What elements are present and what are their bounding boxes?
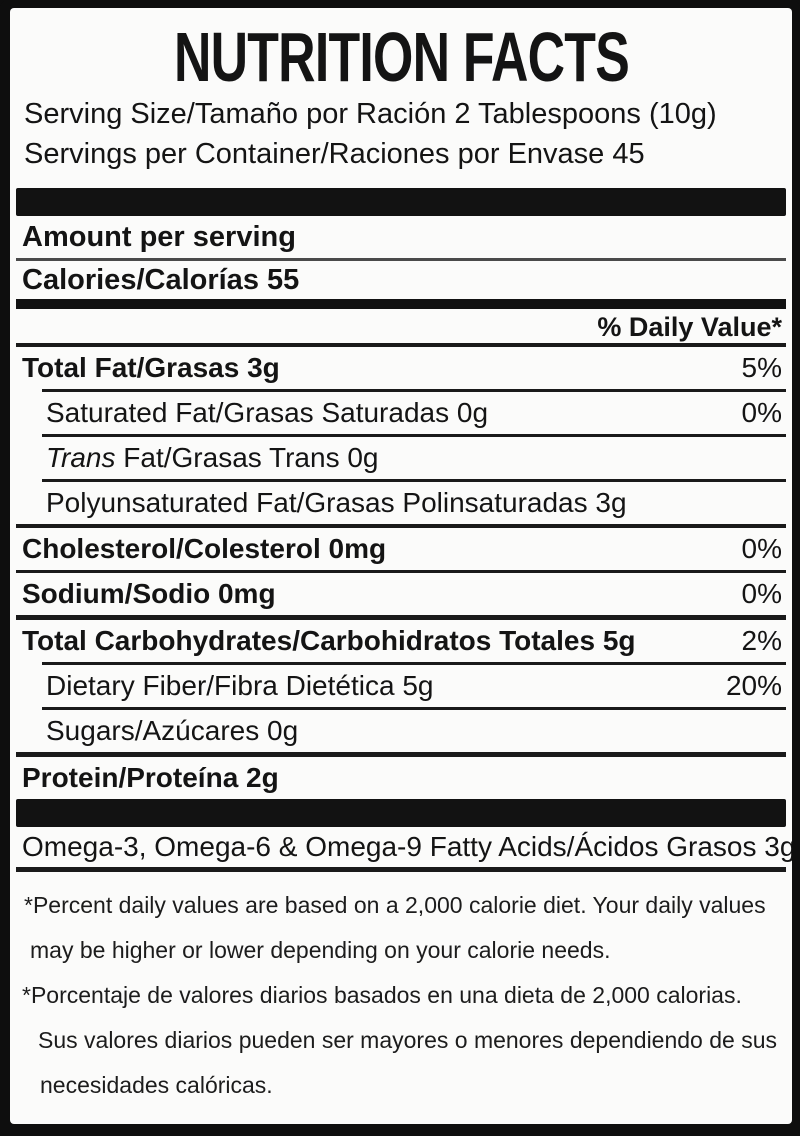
divider <box>16 258 786 261</box>
nutrition-facts-label: NUTRITION FACTS Serving Size/Tamaño por … <box>10 8 792 1124</box>
nutrient-name: Polyunsaturated Fat/Grasas Polinsaturada… <box>46 487 627 518</box>
divider <box>16 615 786 620</box>
servings-per-container-line: Servings per Container/Raciones por Enva… <box>24 138 645 170</box>
nutrient-row-sugars: Sugars/Azúcares 0g <box>16 710 786 752</box>
nutrient-name: Saturated Fat/Grasas Saturadas 0g <box>46 397 489 428</box>
nutrient-percent: 0% <box>741 397 782 428</box>
divider <box>42 479 786 482</box>
calories-row: Calories/Calorías 55 <box>22 264 300 296</box>
nutrient-row-sodium: Sodium/Sodio 0mg 0% <box>16 573 786 615</box>
omega-fatty-acids-row: Omega-3, Omega-6 & Omega-9 Fatty Acids/Á… <box>22 831 792 862</box>
footnote-line: necesidades calóricas. <box>40 1072 273 1098</box>
nutrient-name: Sodium/Sodio 0mg <box>22 578 276 609</box>
divider <box>42 434 786 437</box>
footnote-line: *Percent daily values are based on a 2,0… <box>24 892 766 918</box>
nutrient-percent: 5% <box>741 352 782 383</box>
divider <box>16 570 786 573</box>
footnote-line: Sus valores diarios pueden ser mayores o… <box>38 1027 777 1053</box>
nutrient-percent: 2% <box>741 625 782 656</box>
footnote-line: may be higher or lower depending on your… <box>30 937 611 963</box>
divider <box>42 662 786 665</box>
trans-italic: Trans <box>46 442 116 473</box>
footnote-line: *Porcentaje de valores diarios basados e… <box>22 982 742 1008</box>
section-divider-bar <box>16 188 786 216</box>
divider <box>16 524 786 528</box>
nutrient-row-cholesterol: Cholesterol/Colesterol 0mg 0% <box>16 528 786 570</box>
nutrient-name: Protein/Proteína 2g <box>22 762 279 793</box>
nutrient-name: Cholesterol/Colesterol 0mg <box>22 533 387 564</box>
daily-value-header: % Daily Value* <box>597 312 782 342</box>
divider <box>16 343 786 347</box>
nutrient-name: Dietary Fiber/Fibra Dietética 5g <box>46 670 434 701</box>
nutrient-name: Trans Fat/Grasas Trans 0g <box>46 442 379 473</box>
nutrient-name: Total Carbohydrates/Carbohidratos Totale… <box>22 625 636 656</box>
nutrient-percent: 0% <box>741 578 782 609</box>
nutrient-percent: 0% <box>741 533 782 564</box>
divider <box>16 867 786 872</box>
nutrient-name: Total Fat/Grasas 3g <box>22 352 280 383</box>
divider <box>42 389 786 392</box>
nutrient-name: Sugars/Azúcares 0g <box>46 715 299 746</box>
footnotes: *Percent daily values are based on a 2,0… <box>16 888 786 1113</box>
divider <box>16 752 786 757</box>
label-title: NUTRITION FACTS <box>173 18 629 96</box>
section-divider-bar <box>16 799 786 827</box>
section-divider-bar <box>16 299 786 309</box>
divider <box>42 707 786 710</box>
serving-info: Serving Size/Tamaño por Ración 2 Tablesp… <box>16 94 786 174</box>
amount-per-serving-label: Amount per serving <box>22 221 296 253</box>
nutrient-row-total-carbohydrates: Total Carbohydrates/Carbohidratos Totale… <box>16 620 786 662</box>
nutrient-row-dietary-fiber: Dietary Fiber/Fibra Dietética 5g 20% <box>16 665 786 707</box>
nutrient-row-saturated-fat: Saturated Fat/Grasas Saturadas 0g 0% <box>16 392 786 434</box>
nutrient-row-trans-fat: Trans Fat/Grasas Trans 0g <box>16 437 786 479</box>
nutrient-row-protein: Protein/Proteína 2g <box>16 757 786 799</box>
nutrient-row-total-fat: Total Fat/Grasas 3g 5% <box>16 347 786 389</box>
nutrient-row-polyunsaturated-fat: Polyunsaturated Fat/Grasas Polinsaturada… <box>16 482 786 524</box>
serving-size-line: Serving Size/Tamaño por Ración 2 Tablesp… <box>24 98 717 130</box>
nutrient-percent: 20% <box>725 670 782 701</box>
